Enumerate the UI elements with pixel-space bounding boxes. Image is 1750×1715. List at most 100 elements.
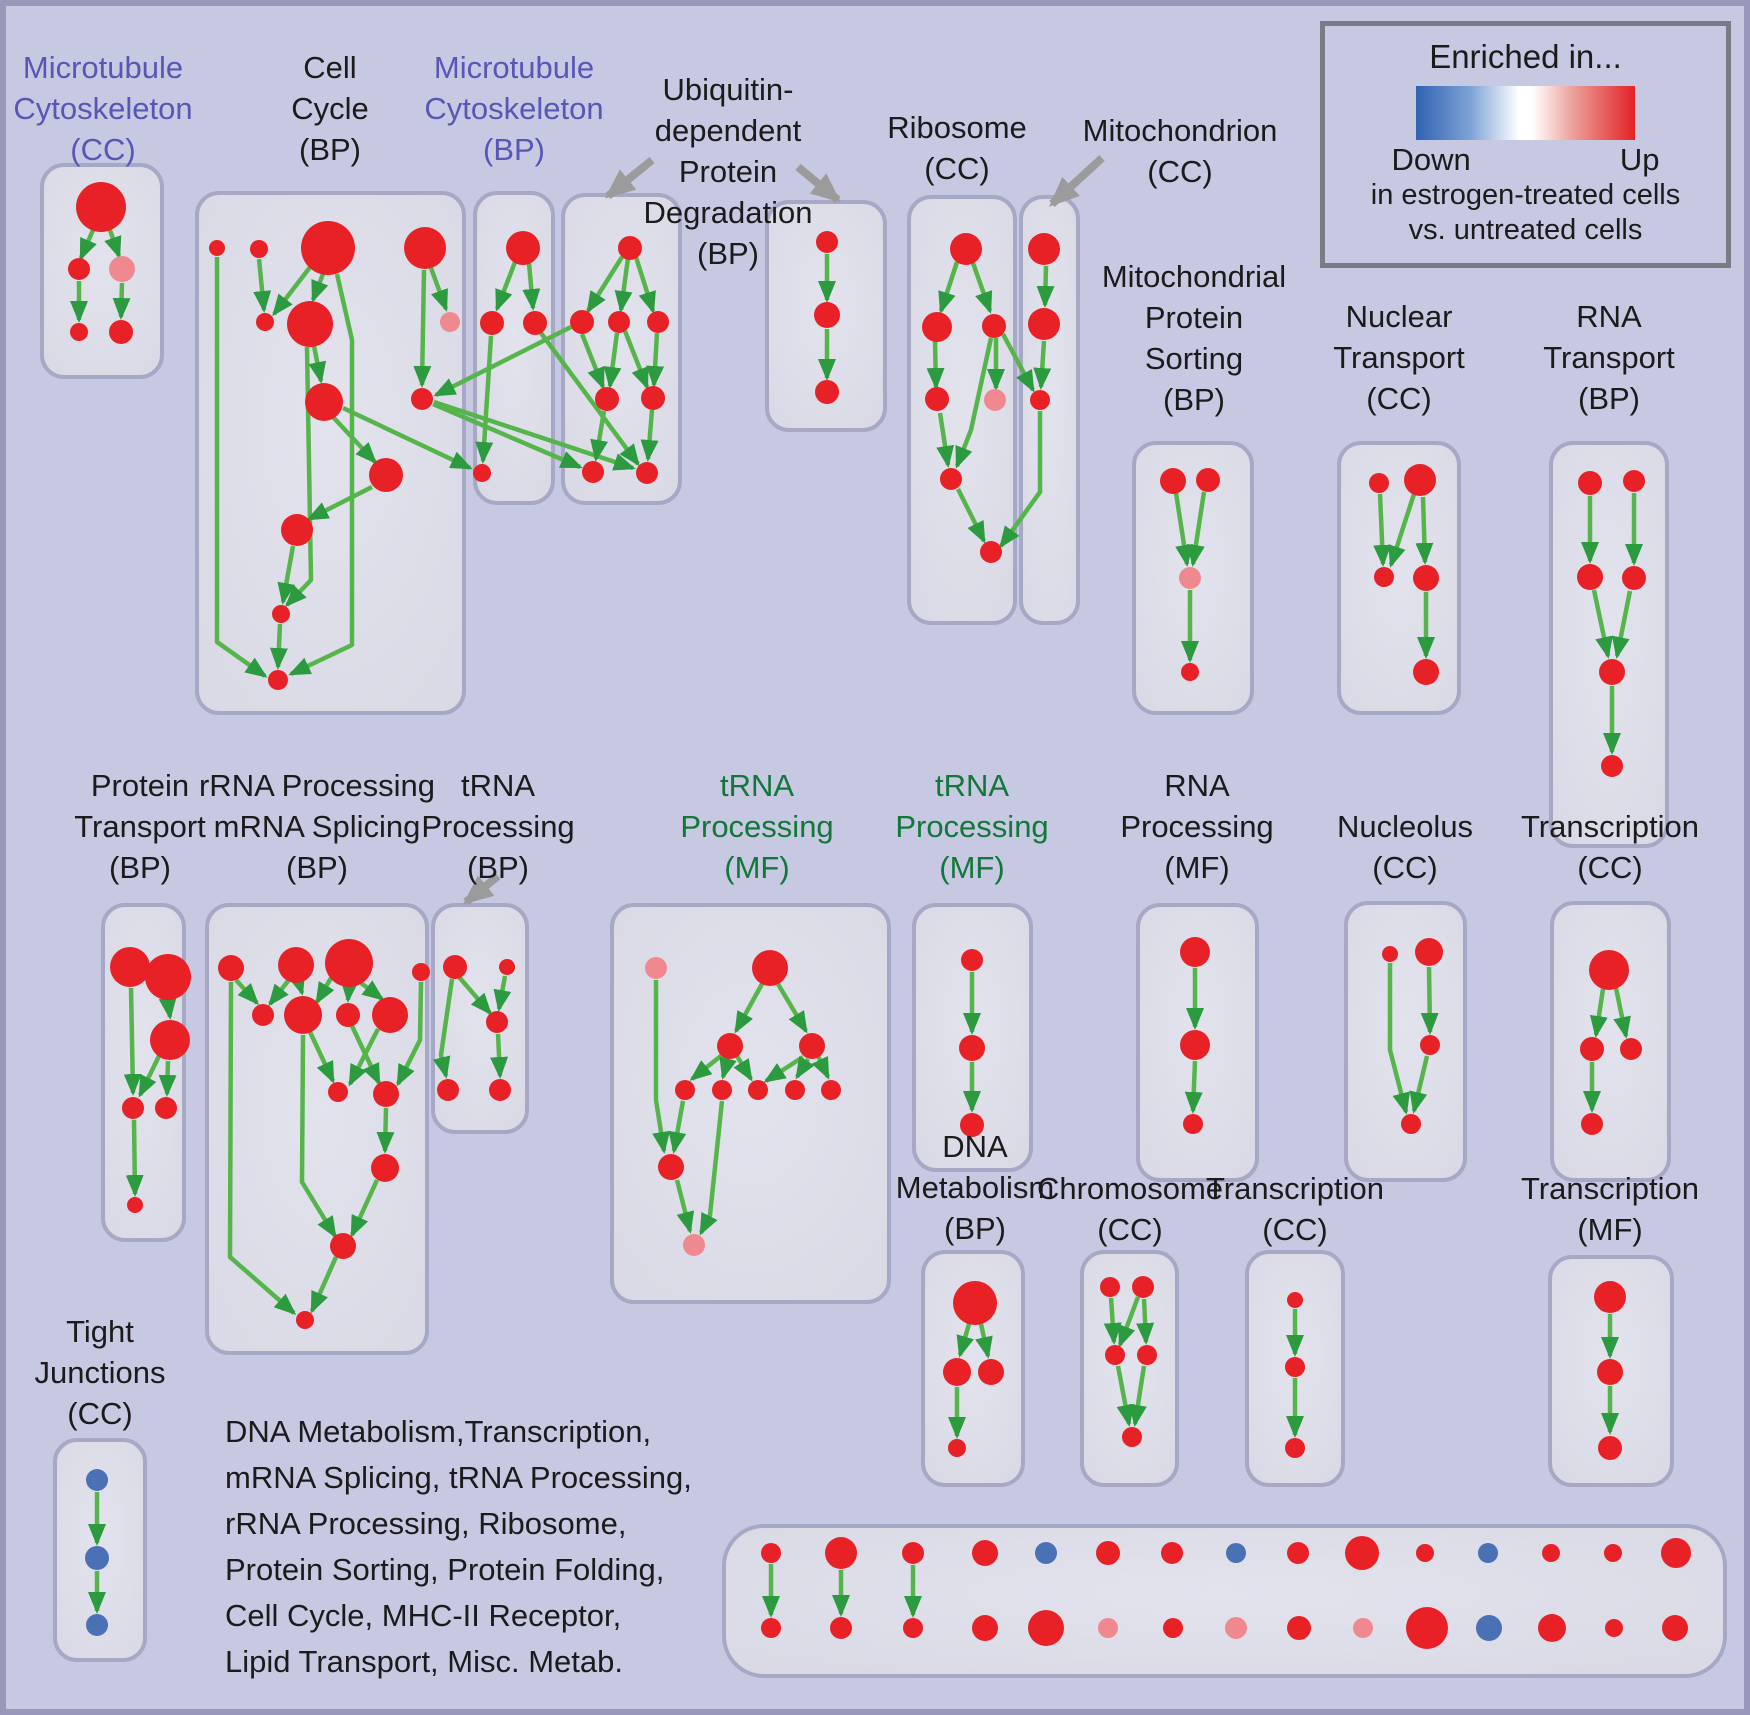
label-nucleolus: Nucleolus (CC): [1337, 806, 1473, 888]
label-line: (BP): [483, 132, 545, 167]
label-line: (CC): [1366, 381, 1432, 416]
label-line: Cell: [303, 50, 357, 85]
go-term-node: [984, 389, 1006, 411]
go-term-node: [268, 670, 288, 690]
relation-edge: [1387, 963, 1410, 1115]
label-line: Mitochondrion: [1082, 113, 1278, 148]
label-line: (CC): [1097, 1212, 1163, 1247]
label-line: (BP): [1163, 382, 1225, 417]
label-rna-transport: RNA Transport (BP): [1543, 296, 1675, 419]
go-term-node: [645, 957, 667, 979]
go-term-node: [70, 323, 88, 341]
relation-edge: [104, 229, 122, 259]
relation-edge: [614, 257, 633, 313]
label-line: Transcription: [1205, 1171, 1385, 1206]
go-term-node: [943, 1358, 971, 1386]
relation-edge: [493, 975, 512, 1012]
go-term-node: [1180, 937, 1210, 967]
go-term-node: [712, 1080, 732, 1100]
go-term-node: [1100, 1277, 1120, 1297]
go-term-node: [1404, 464, 1436, 496]
go-term-node: [1369, 473, 1389, 493]
go-term-node: [1420, 1035, 1440, 1055]
go-term-node: [489, 1079, 511, 1101]
relation-edge: [999, 411, 1043, 549]
go-term-node: [110, 947, 150, 987]
go-term-node: [1161, 1542, 1183, 1564]
go-term-node: [1287, 1542, 1309, 1564]
label-line: RNA: [1164, 768, 1230, 803]
go-term-node: [437, 1079, 459, 1101]
relation-edge: [376, 1107, 395, 1154]
label-line: Processing: [680, 809, 834, 844]
relation-edge: [331, 415, 378, 465]
label-line: Transcription: [1520, 809, 1700, 844]
label-ribosome: Ribosome (CC): [887, 107, 1027, 189]
relation-edge: [1103, 1297, 1122, 1345]
label-transcription-cc-bottom: Transcription (CC): [1206, 1168, 1384, 1250]
relation-edge: [1033, 340, 1052, 390]
go-term-node: [473, 464, 491, 482]
relation-edge: [795, 1056, 815, 1080]
go-term-node: [86, 1469, 108, 1491]
go-term-node: [371, 1154, 399, 1182]
label-line: Protein: [678, 154, 778, 189]
go-term-node: [902, 1542, 924, 1564]
go-term-node: [1599, 659, 1625, 685]
relation-edge: [603, 332, 622, 389]
note-line: mRNA Splicing, tRNA Processing,: [225, 1460, 692, 1495]
go-term-node: [1181, 663, 1199, 681]
label-line: Junctions: [34, 1355, 166, 1390]
go-term-node: [1406, 1607, 1448, 1649]
go-term-node: [109, 320, 133, 344]
go-term-node: [570, 310, 594, 334]
relation-edge: [457, 975, 492, 1016]
go-term-node: [683, 1234, 705, 1256]
go-term-node: [1594, 1281, 1626, 1313]
label-line: (MF): [1164, 850, 1230, 885]
go-term-node: [761, 1543, 781, 1563]
relation-edge: [970, 262, 993, 314]
label-line: (BP): [466, 850, 529, 885]
label-trna-bp: tRNA Processing (BP): [421, 765, 574, 888]
cluster-box-rna-transport: [1549, 441, 1669, 848]
go-term-node: [1597, 1359, 1623, 1385]
relation-edge: [640, 409, 659, 462]
go-term-node: [1623, 470, 1645, 492]
label-line: Nucleolus: [1336, 809, 1474, 844]
go-term-node: [1580, 1037, 1604, 1061]
relation-edge: [306, 484, 374, 522]
relation-edge: [349, 1025, 382, 1086]
go-term-node: [815, 380, 839, 404]
go-term-node: [748, 1080, 768, 1100]
go-term-node: [785, 1080, 805, 1100]
go-term-node: [658, 1154, 684, 1180]
go-term-node: [1542, 1544, 1560, 1562]
relation-edge: [315, 976, 335, 1005]
label-line: Nuclear: [1345, 299, 1453, 334]
label-mitochondrion: Mitochondrion (CC): [1083, 110, 1278, 192]
go-term-node: [218, 955, 244, 981]
go-term-node: [972, 1540, 998, 1566]
relation-edge: [112, 282, 131, 320]
label-line: Mitochondrial: [1101, 259, 1287, 294]
relation-edge: [926, 340, 945, 390]
label-line: (BP): [108, 850, 171, 885]
go-term-node: [1132, 1276, 1154, 1298]
go-term-node: [1160, 468, 1186, 494]
relation-edge: [633, 256, 656, 314]
go-term-node: [252, 1004, 274, 1026]
go-term-node: [608, 311, 630, 333]
go-term-node: [595, 387, 619, 411]
go-term-node: [1225, 1617, 1247, 1639]
go-term-node: [1382, 946, 1398, 962]
relation-edge: [1613, 987, 1631, 1039]
go-term-node: [1030, 390, 1050, 410]
label-chromosome: Chromosome (CC): [1037, 1168, 1223, 1250]
go-term-node: [1287, 1292, 1303, 1308]
go-term-node: [1035, 1542, 1057, 1564]
relation-edge: [359, 980, 385, 1001]
relation-edge: [288, 273, 355, 677]
relation-edge: [125, 1119, 144, 1197]
label-line: DNA: [942, 1129, 1008, 1164]
